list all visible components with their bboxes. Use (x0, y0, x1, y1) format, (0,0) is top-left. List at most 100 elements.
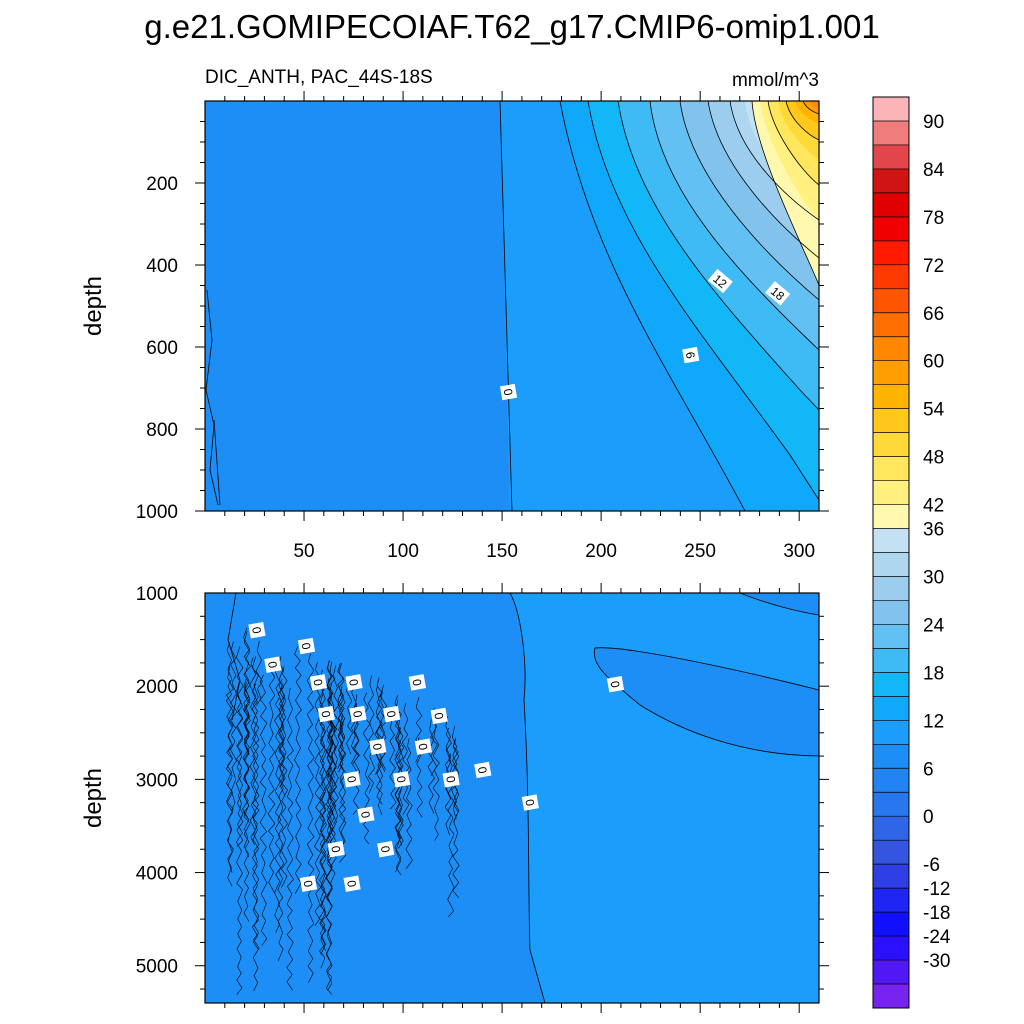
lower-plot-frame (204, 592, 820, 1004)
colorbar-swatch (873, 384, 909, 410)
lower-band-top-right (740, 593, 819, 615)
lower-noise-contour (278, 679, 286, 797)
lower-contour-label-text: 0 (378, 845, 393, 854)
lower-contour-label-text: 0 (346, 678, 361, 687)
colorbar-swatch (873, 552, 909, 577)
lower-contour-label: 0 (377, 840, 395, 858)
lower-contour-label-text: 0 (350, 710, 365, 719)
lower-noise-contour (277, 656, 285, 962)
lower-contour-label: 0 (392, 771, 411, 788)
lower-noise-contour (380, 684, 388, 770)
colorbar-swatch (873, 97, 909, 122)
lower-band-negative-left (205, 593, 545, 1003)
colorbar-tick-label: 54 (923, 400, 945, 421)
lower-contour-label-text: 0 (608, 680, 623, 689)
colorbar-tick-label: 78 (923, 208, 944, 229)
colorbar-tick-label: 12 (923, 711, 944, 732)
colorbar-swatch (873, 672, 909, 697)
lower-contour-label: 0 (349, 705, 367, 723)
lower-contour-label: 0 (297, 637, 316, 655)
colorbar-swatch (873, 288, 909, 314)
lower-y-tick-label: 5000 (136, 957, 178, 978)
lower-contour-label-text: 0 (249, 626, 264, 635)
upper-panel: 50 100 150 200 250 300 200 400 600 800 1000 0 6 12 18… (80, 91, 829, 562)
upper-contour-label: 18 (765, 281, 791, 306)
upper-contour-label-box (707, 268, 733, 294)
colorbar-swatch (873, 936, 909, 961)
lower-band-negative-right (594, 647, 819, 756)
lower-noise-contour (278, 683, 286, 788)
lower-noise-contour (332, 665, 340, 825)
lower-noise-contour (346, 681, 353, 755)
colorbar-swatch (873, 648, 909, 673)
lower-noise-contour (368, 675, 376, 794)
lower-contour-label-box (264, 656, 282, 673)
lower-noise-contours (225, 627, 460, 995)
colorbar-swatch (873, 168, 909, 194)
lower-contour-label-box (345, 674, 363, 691)
upper-contour-label-box (682, 346, 700, 364)
lower-noise-contour (338, 686, 346, 852)
colorbar-swatch (873, 600, 909, 625)
lower-contour-label: 0 (264, 656, 282, 673)
colorbar-tick-label: -30 (923, 951, 950, 972)
colorbar-swatch (873, 912, 909, 937)
upper-y-tick-label: 800 (146, 420, 178, 441)
lower-noise-contour (314, 662, 322, 927)
lower-noise-contour (306, 653, 315, 983)
colorbar-swatch (873, 624, 909, 649)
lower-noise-contour (376, 725, 384, 816)
lower-contour-label: 0 (343, 875, 361, 892)
lower-noise-contour (405, 738, 413, 870)
colorbar-tick-label: 30 (923, 567, 944, 588)
upper-x-tick-label: 100 (387, 541, 419, 562)
lower-contour-label-box (297, 637, 316, 655)
lower-contour-label: 0 (606, 676, 625, 693)
lower-contour-label-text: 0 (299, 642, 314, 651)
lower-noise-contour (432, 724, 440, 841)
lower-noise-contour (251, 683, 260, 950)
upper-contour-label: 12 (707, 268, 733, 294)
lower-noise-contour (401, 703, 410, 815)
upper-x-tick-label: 250 (684, 541, 716, 562)
lower-y-tick-label: 4000 (136, 864, 178, 885)
upper-contour-label: 6 (682, 346, 700, 364)
lower-noise-contour (230, 641, 238, 812)
colorbar-tick-label: 84 (923, 160, 945, 181)
lower-contour-label: 0 (327, 840, 345, 858)
lower-noise-contour (243, 630, 251, 756)
colorbar-tick-label: 36 (923, 520, 944, 541)
lower-contour-label-text: 0 (328, 845, 343, 854)
upper-contour-label-box (765, 281, 791, 306)
upper-y-tick-label: 1000 (136, 502, 178, 523)
lower-contour-label-text: 0 (310, 678, 325, 687)
colorbar-swatch (873, 744, 909, 769)
lower-contour-label: 0 (383, 705, 401, 723)
lower-contour-labels: 0 0 0 0 0 0 0 0 0 0 0 0 0 0 0 0 0 0 0 0 0 0 0 (248, 621, 625, 892)
colorbar-swatch (873, 312, 909, 338)
upper-x-tick-label: 150 (486, 541, 518, 562)
colorbar-swatch (873, 240, 909, 266)
lower-contour-label-text: 0 (475, 766, 490, 775)
colorbar-swatch (873, 336, 909, 362)
lower-contour-label-box (430, 707, 448, 725)
lower-noise-contour (226, 666, 234, 873)
lower-contour-label-box (474, 761, 492, 779)
lower-ylabel: depth (80, 768, 107, 828)
lower-contour-label-text: 0 (443, 775, 458, 784)
lower-contour-label-text: 0 (358, 810, 373, 819)
variable-label: DIC_ANTH, PAC_44S-18S (205, 67, 433, 88)
colorbar-swatch (873, 456, 909, 482)
lower-contour-label-box (521, 794, 539, 811)
upper-contour-label: 0 (499, 383, 518, 401)
lower-contour-label-text: 0 (431, 711, 446, 720)
lower-contour-label-box (606, 676, 625, 693)
colorbar-swatch (873, 216, 909, 242)
lower-noise-contour (374, 680, 382, 775)
lower-y-tick-label: 1000 (136, 584, 178, 605)
colorbar-swatch (873, 768, 909, 793)
lower-noise-contour (320, 683, 328, 955)
lower-y-tick-label: 3000 (136, 770, 178, 791)
lower-contour-label-box (309, 674, 327, 691)
